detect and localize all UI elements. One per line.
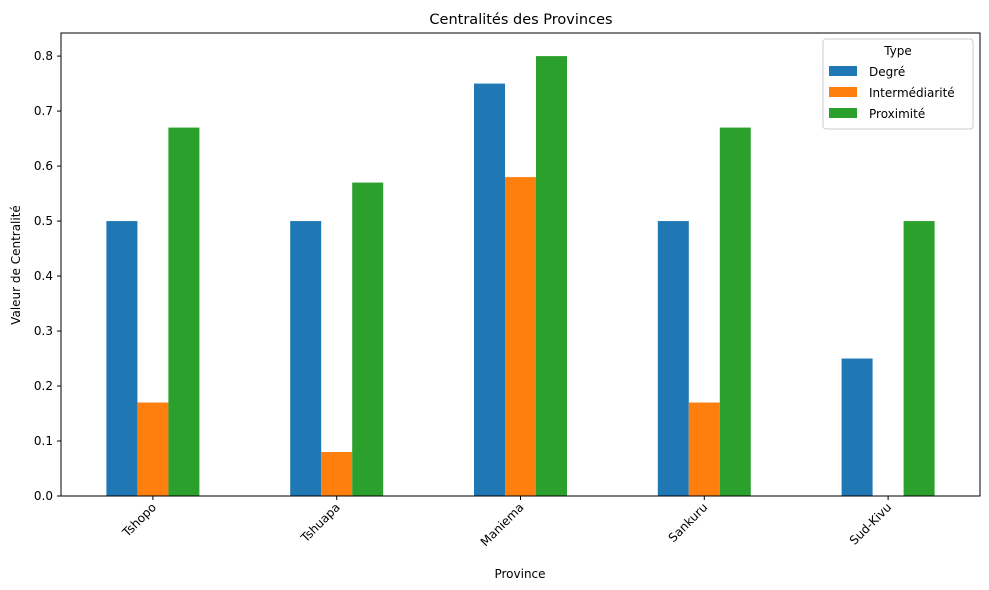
y-axis-label: Valeur de Centralité xyxy=(9,205,23,325)
y-tick-label: 0.5 xyxy=(34,214,53,228)
legend-title: Type xyxy=(883,44,912,58)
bar-degr--sud-kivu xyxy=(841,358,873,496)
bar-proximit--tshuapa xyxy=(352,182,384,496)
bar-proximit--maniema xyxy=(536,56,567,496)
legend-label: Proximité xyxy=(869,107,925,121)
y-tick-label: 0.8 xyxy=(34,49,53,63)
bars-group xyxy=(106,56,935,496)
y-tick-label: 0.1 xyxy=(34,434,53,448)
bar-degr--sankuru xyxy=(657,221,689,496)
x-axis-label: Province xyxy=(494,567,545,581)
bar-interm-diarit--tshuapa xyxy=(321,452,353,496)
chart-title: Centralités des Provinces xyxy=(429,12,612,28)
y-tick-label: 0.0 xyxy=(34,489,53,503)
bar-degr--tshuapa xyxy=(290,221,322,496)
bar-proximit--sud-kivu xyxy=(903,221,935,496)
y-tick-label: 0.6 xyxy=(34,159,53,173)
bar-interm-diarit--sankuru xyxy=(688,402,720,496)
legend-label: Degré xyxy=(869,65,905,79)
y-tick-label: 0.3 xyxy=(34,324,53,338)
y-tick-label: 0.2 xyxy=(34,379,53,393)
y-tick-label: 0.4 xyxy=(34,269,53,283)
bar-degr--tshopo xyxy=(106,221,138,496)
legend-swatch xyxy=(829,108,857,118)
legend-swatch xyxy=(829,87,857,97)
bar-proximit--sankuru xyxy=(719,127,751,496)
bar-interm-diarit--maniema xyxy=(505,177,536,496)
legend: Type Degré Intermédiarité Proximité xyxy=(822,38,974,130)
legend-box xyxy=(822,38,974,130)
legend-swatch xyxy=(829,66,857,76)
legend-label: Intermédiarité xyxy=(869,86,955,100)
bar-proximit--tshopo xyxy=(168,127,200,496)
y-tick-label: 0.7 xyxy=(34,104,53,118)
plot-frame xyxy=(60,32,981,497)
y-axis: 0.0 0.1 0.2 0.3 0.4 0.5 0.6 0.7 0.8 xyxy=(34,49,61,503)
bar-interm-diarit--tshopo xyxy=(137,402,169,496)
bar-degr--maniema xyxy=(474,83,505,496)
